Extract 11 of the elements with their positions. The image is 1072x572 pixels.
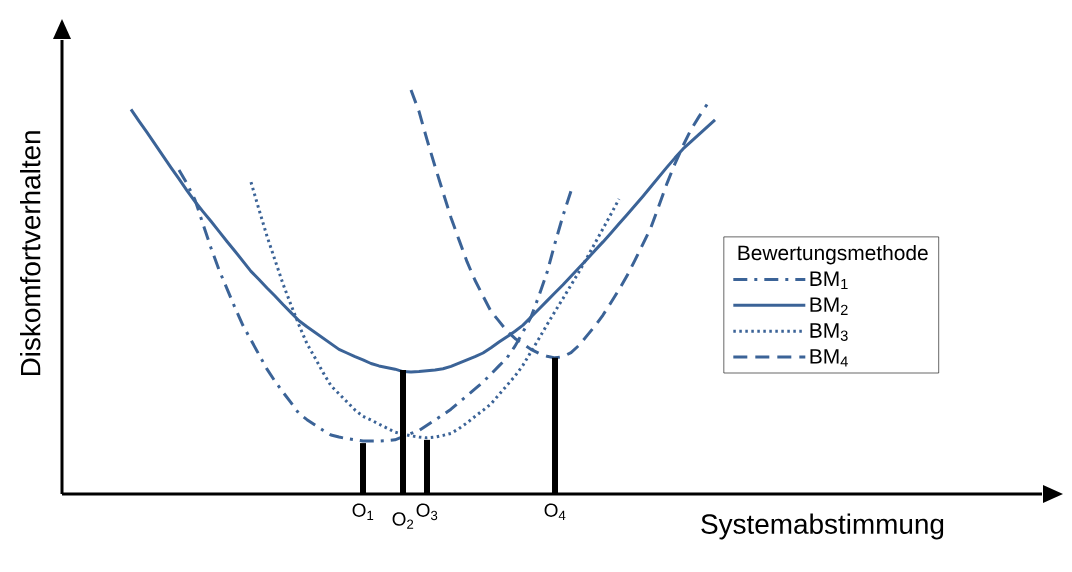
x-tick-label: O$_{1}$ (352, 503, 374, 520)
legend-label: BM$_{1}$ (810, 271, 848, 290)
legend-label: BM$_{4}$ (810, 349, 848, 367)
y-axis-title: Diskomfortverhalten (20, 131, 41, 376)
x-tick-label: O$_{4}$ (544, 503, 566, 520)
legend-label: BM$_{3}$ (810, 323, 848, 341)
legend-label: BM$_{2}$ (810, 297, 848, 315)
x-tick-label: O$_{2}$ (392, 512, 414, 529)
legend-title: Bewertungsmethode (738, 244, 928, 265)
x-axis-title: Systemabstimmung (701, 513, 944, 540)
x-tick-label: O$_{3}$ (416, 503, 438, 521)
